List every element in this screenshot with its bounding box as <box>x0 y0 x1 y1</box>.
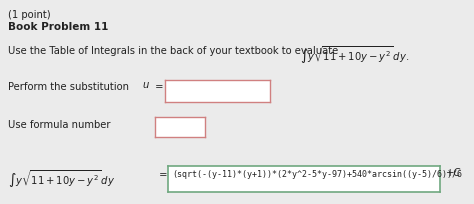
Text: $\int y\sqrt{11 + 10y - y^2}\, dy$: $\int y\sqrt{11 + 10y - y^2}\, dy$ <box>8 167 115 189</box>
Text: =: = <box>152 82 164 92</box>
Text: Book Problem 11: Book Problem 11 <box>8 22 109 32</box>
Text: =: = <box>156 169 167 179</box>
Text: (1 point): (1 point) <box>8 10 51 20</box>
Text: $\int y\sqrt{11 + 10y - y^2}\, dy$.: $\int y\sqrt{11 + 10y - y^2}\, dy$. <box>300 44 409 65</box>
Text: $u$: $u$ <box>142 80 150 90</box>
Text: Use the Table of Integrals in the back of your textbook to evaluate: Use the Table of Integrals in the back o… <box>8 46 341 56</box>
Text: Use formula number: Use formula number <box>8 119 110 129</box>
Text: Perform the substitution: Perform the substitution <box>8 82 132 92</box>
Text: +C: +C <box>446 167 461 177</box>
Text: (sqrt(-(y-11)*(y+1))*(2*y^2-5*y-97)+540*arcsin((y-5)/6))/6: (sqrt(-(y-11)*(y+1))*(2*y^2-5*y-97)+540*… <box>172 169 462 178</box>
